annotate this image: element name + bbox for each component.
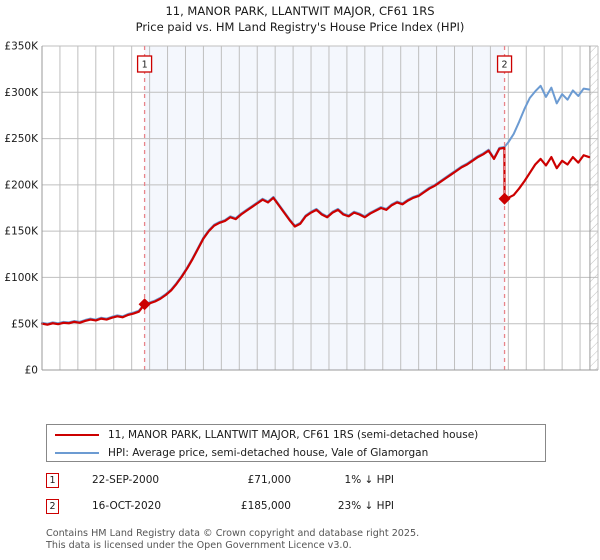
svg-text:£350K: £350K — [4, 41, 39, 53]
legend-swatch-blue — [55, 451, 99, 454]
legend-swatch-red — [55, 433, 99, 436]
svg-text:£0: £0 — [25, 365, 38, 375]
table-row[interactable]: 2 16-OCT-2020 £185,000 23% ↓ HPI — [46, 496, 546, 522]
no-data-hatched-region — [589, 46, 598, 370]
transaction-point-markers — [138, 192, 511, 311]
legend-entry-hpi: HPI: Average price, semi-detached house,… — [47, 443, 428, 462]
svg-text:£100K: £100K — [4, 272, 39, 284]
title-line-1: 11, MANOR PARK, LLANTWIT MAJOR, CF61 1RS — [165, 4, 435, 18]
footer-line-2: This data is licensed under the Open Gov… — [46, 539, 352, 551]
legend-label-hpi: HPI: Average price, semi-detached house,… — [108, 446, 429, 459]
legend-entry-property: 11, MANOR PARK, LLANTWIT MAJOR, CF61 1RS… — [47, 425, 478, 444]
transaction-hpi-delta-1: 1% ↓ HPI — [344, 474, 394, 486]
plot-frame — [41, 46, 598, 371]
footer-line-1: Contains HM Land Registry data © Crown c… — [46, 528, 420, 539]
transaction-price-2: £185,000 — [240, 500, 291, 512]
copyright-footer: Contains HM Land Registry data © Crown c… — [46, 528, 586, 551]
svg-text:£150K: £150K — [4, 226, 39, 238]
title-line-2: Price paid vs. HM Land Registry's House … — [135, 20, 465, 34]
page-title: 11, MANOR PARK, LLANTWIT MAJOR, CF61 1RS… — [0, 3, 600, 35]
transaction-badge-1: 1 — [46, 473, 59, 488]
transaction-date-1: 22-SEP-2000 — [92, 474, 160, 486]
svg-text:2: 2 — [502, 60, 508, 71]
legend-label-property: 11, MANOR PARK, LLANTWIT MAJOR, CF61 1RS… — [108, 428, 479, 441]
transaction-badge-2: 2 — [46, 499, 59, 514]
transaction-table: 1 22-SEP-2000 £71,000 1% ↓ HPI 2 16-OCT-… — [46, 470, 546, 522]
transaction-date-2: 16-OCT-2020 — [92, 500, 161, 512]
svg-text:£300K: £300K — [4, 87, 39, 99]
chart-legend: 11, MANOR PARK, LLANTWIT MAJOR, CF61 1RS… — [46, 424, 546, 462]
property-price-line — [40, 146, 591, 326]
svg-text:1: 1 — [142, 60, 148, 71]
y-axis-labels: £0 £50K £100K £150K £200K £250K £300K £350K — [4, 41, 39, 375]
svg-text:£200K: £200K — [4, 179, 39, 191]
svg-text:£250K: £250K — [4, 133, 39, 145]
table-row[interactable]: 1 22-SEP-2000 £71,000 1% ↓ HPI — [46, 470, 546, 496]
ownership-shaded-region — [144, 46, 505, 370]
transaction-hpi-delta-2: 23% ↓ HPI — [337, 500, 394, 512]
transaction-price-1: £71,000 — [247, 474, 291, 486]
svg-text:£50K: £50K — [11, 318, 39, 330]
transaction-event-lines — [143, 46, 506, 370]
